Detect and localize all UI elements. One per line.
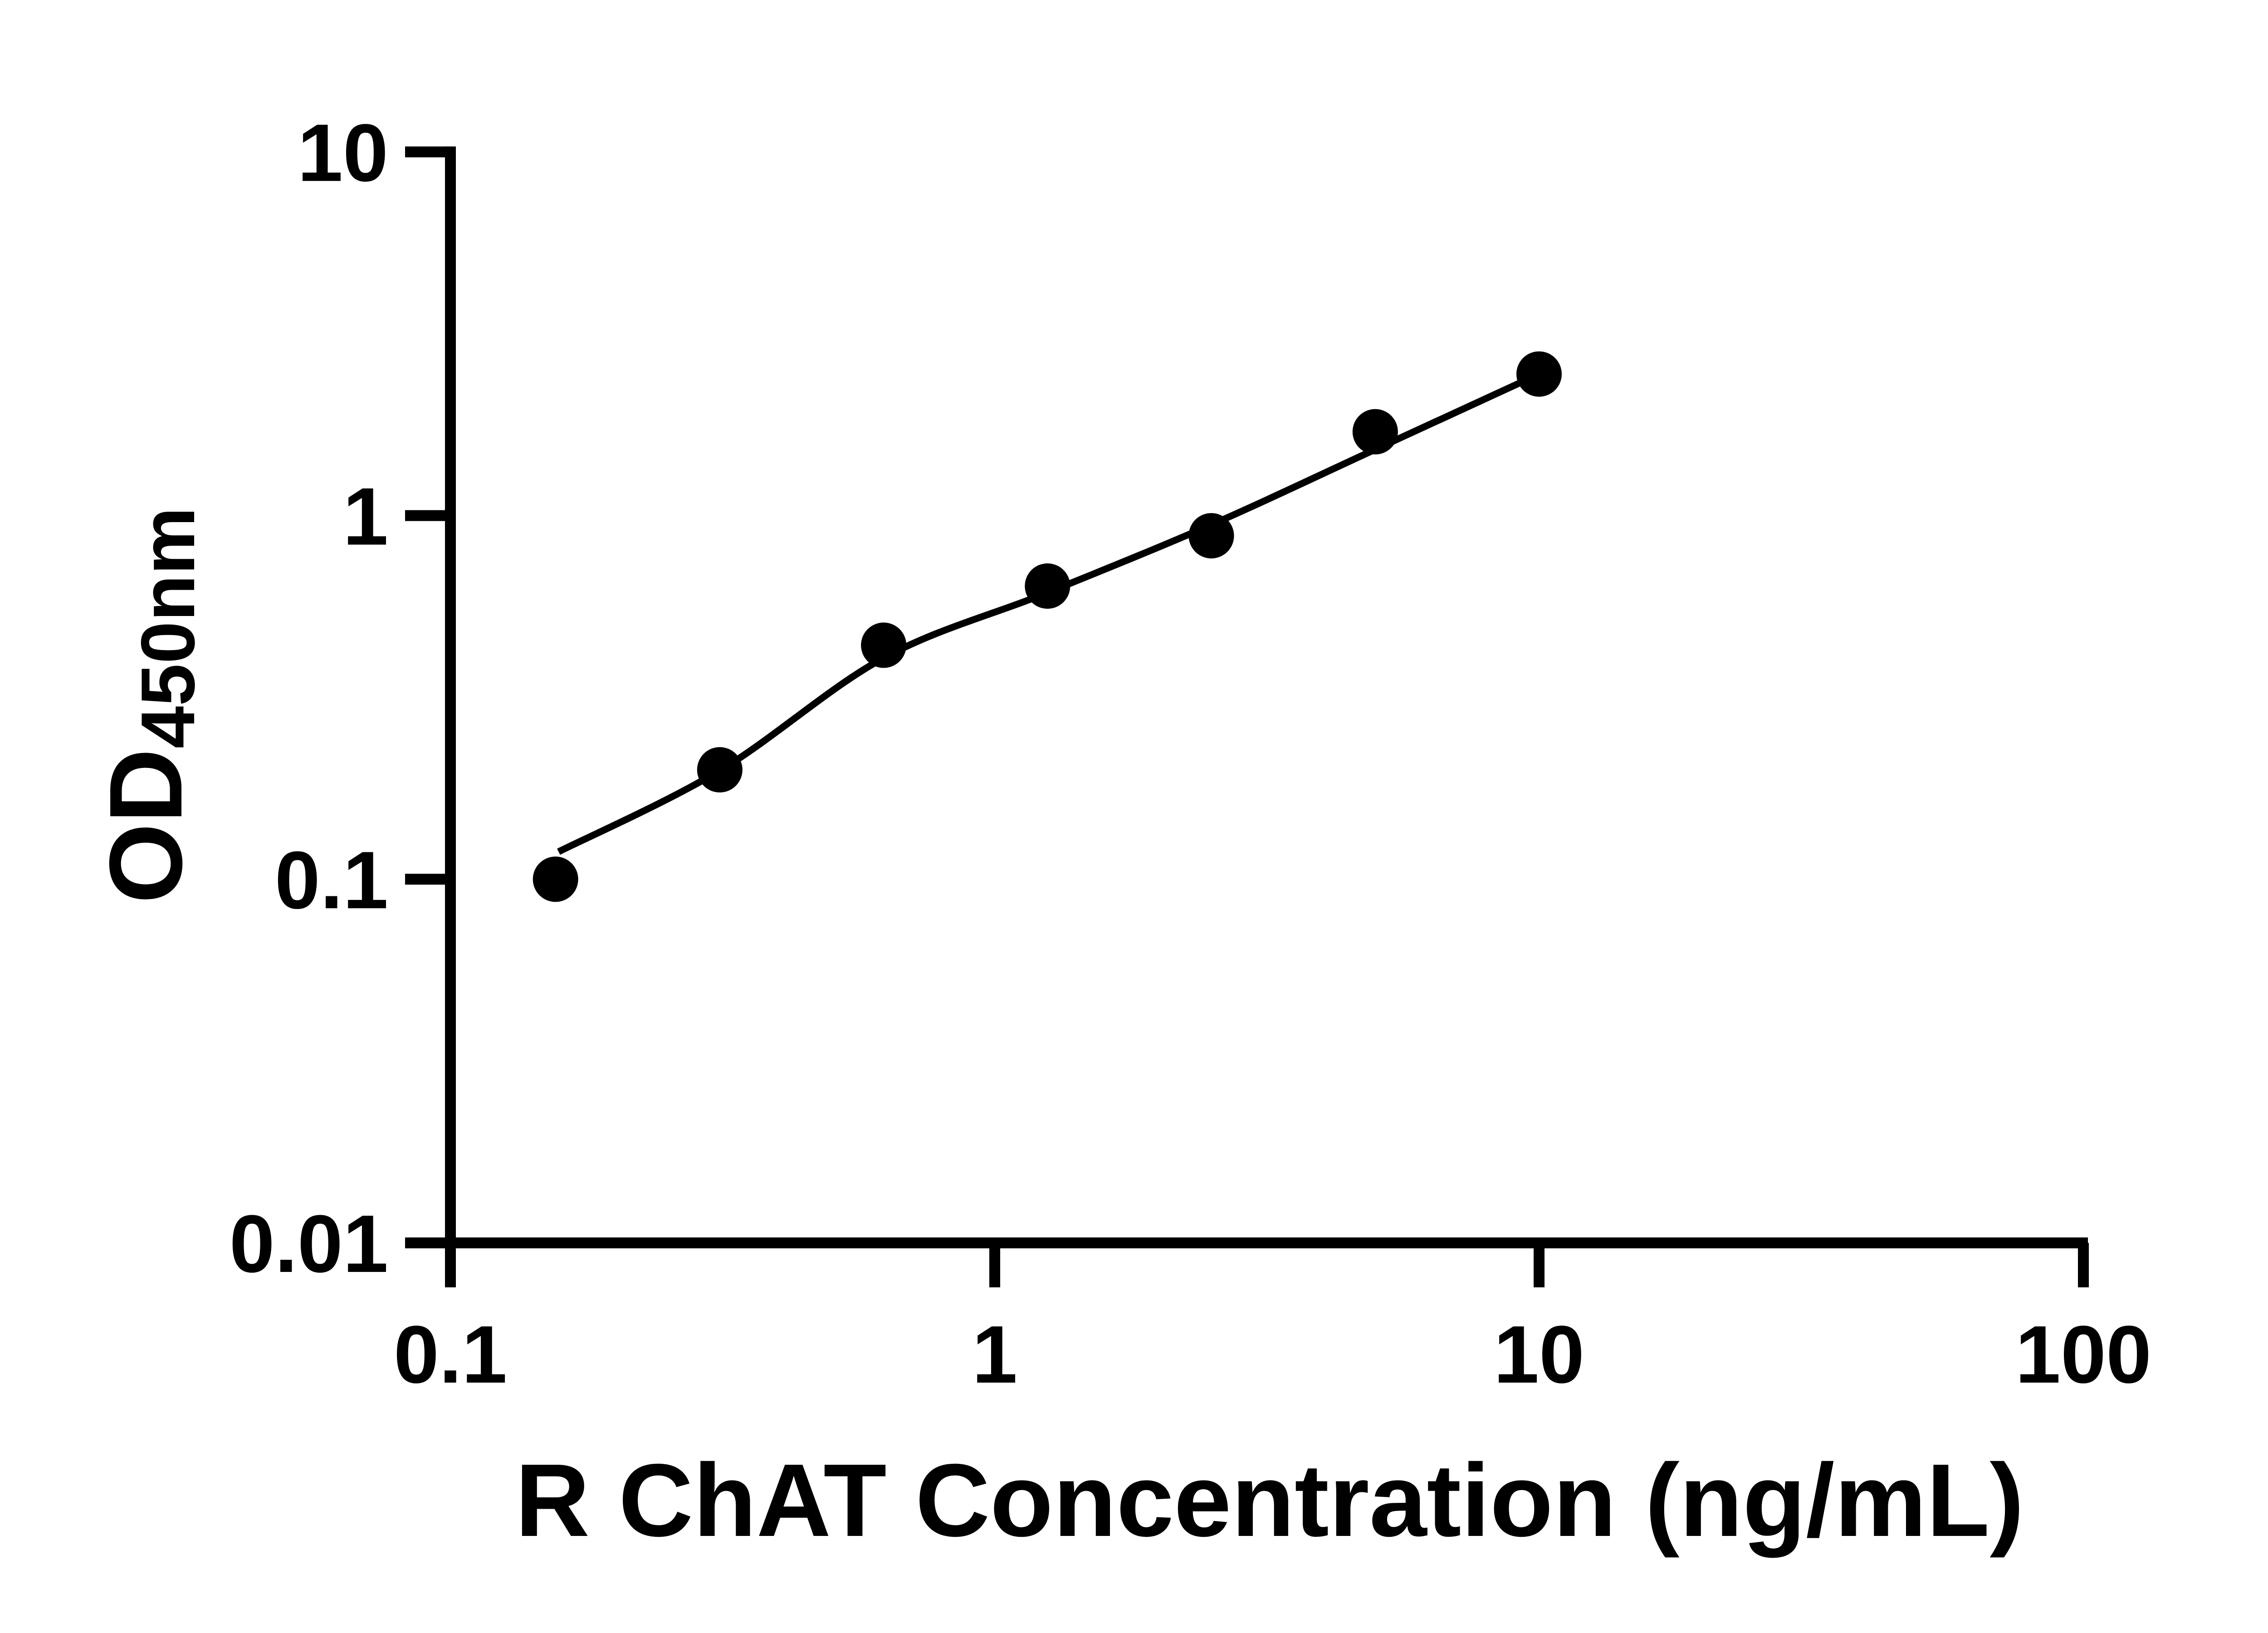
y-tick-label: 0.1 (275, 835, 388, 926)
y-tick-label: 1 (343, 471, 388, 562)
y-axis-title-main: OD (88, 748, 204, 904)
x-tick-label: 1 (972, 1309, 1017, 1400)
data-point-marker (1352, 409, 1398, 455)
data-point-marker (861, 622, 907, 668)
data-point-marker (1188, 513, 1234, 559)
data-point-marker (533, 856, 578, 902)
data-point-marker (697, 747, 743, 792)
data-point-markers (533, 351, 1562, 902)
y-tick-label: 10 (298, 108, 388, 199)
y-axis-title: OD450nm (88, 507, 210, 904)
y-axis-title-subscript: 450nm (125, 507, 210, 748)
x-tick-label: 10 (1494, 1309, 1584, 1400)
data-point-marker (1025, 563, 1070, 609)
y-tick-label: 0.01 (230, 1198, 388, 1290)
x-tick-label: 0.1 (394, 1309, 507, 1400)
x-axis-title: R ChAT Concentration (ng/mL) (515, 1443, 2024, 1558)
data-point-marker (1516, 351, 1562, 397)
x-tick-label: 100 (2015, 1309, 2151, 1400)
